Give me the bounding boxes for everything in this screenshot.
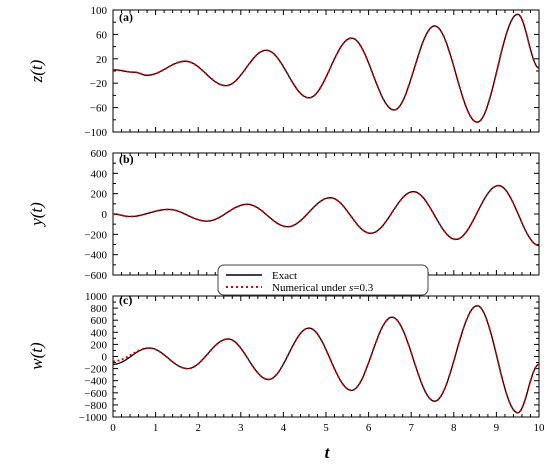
panel-b-tag: (b) <box>119 152 134 166</box>
panel-c-xtick-label: 0 <box>110 422 116 434</box>
legend-box <box>217 264 429 296</box>
panel-c-xtick-label: 4 <box>281 422 287 434</box>
panel-c-tag: (c) <box>119 293 132 307</box>
panel-c-ytick-label: −800 <box>84 400 107 412</box>
panel-a-exact-line <box>113 13 540 123</box>
legend-numerical-suffix: =0.3 <box>353 282 373 294</box>
panel-c-xtick-label: 3 <box>238 422 244 434</box>
panel-b-ytick-label: 200 <box>91 189 108 201</box>
panel-b-ylabel: y(t) <box>27 202 46 228</box>
panel-a-tag: (a) <box>119 10 133 24</box>
panel-b-frame <box>112 152 540 276</box>
panel-c-xtick-label: 9 <box>494 422 500 434</box>
panel-c-ytick-label: 600 <box>91 315 108 327</box>
panel-a-numerical-line <box>113 13 540 124</box>
panel-b: −600 −400 −200 0 200 400 600 <box>84 148 540 282</box>
panel-a-ytick-label: 60 <box>96 29 108 41</box>
panel-c-xtick-label: 2 <box>195 422 201 434</box>
panel-a-ylabel: z(t) <box>27 59 46 83</box>
panel-c-xtick-label: 10 <box>534 422 546 434</box>
panel-c-ytick-label: 800 <box>91 303 108 315</box>
panel-c-xtick-label: 6 <box>366 422 372 434</box>
panel-c-ytick-label: 200 <box>91 339 108 351</box>
panel-c-exact-line <box>112 305 540 414</box>
panel-c-ylabel: w(t) <box>27 342 46 370</box>
panel-b-ytick-label: 0 <box>102 209 108 221</box>
panel-c-frame <box>112 295 540 418</box>
panel-a-ytick-label: −60 <box>90 103 108 115</box>
panel-a: −100 −60 −20 20 60 100 <box>84 5 540 139</box>
panel-c-numerical-line <box>113 304 540 414</box>
legend-numerical-label: Numerical under s=0.3 <box>272 282 374 294</box>
legend-numerical-var: s <box>349 282 353 294</box>
panel-b-ytick-label: 400 <box>91 168 108 180</box>
panel-b-ytick-label: 600 <box>91 148 108 160</box>
panel-c-xtick-label: 1 <box>153 422 159 434</box>
panel-a-frame <box>112 9 540 133</box>
panel-b-exact-line <box>113 184 540 247</box>
panel-c-ytick-label: 0 <box>102 352 108 364</box>
panel-c-xtick-label: 5 <box>323 422 329 434</box>
panel-b-ytick-label: −400 <box>84 250 107 262</box>
legend: Exact Numerical under s=0.3 <box>217 264 429 296</box>
legend-exact-label: Exact <box>272 270 297 282</box>
panel-c-ytick-label: −600 <box>84 388 107 400</box>
panel-c-ytick-label: −400 <box>84 376 107 388</box>
panel-a-ytick-label: −20 <box>90 78 108 90</box>
panel-c-ytick-label: −200 <box>84 364 107 376</box>
panel-c-ytick-label: −1000 <box>79 412 108 424</box>
panel-c-xtick-label: 7 <box>408 422 414 434</box>
x-axis-label: t <box>325 443 331 462</box>
panel-c-xtick-label: 8 <box>451 422 457 434</box>
legend-numerical-prefix: Numerical under <box>272 282 349 294</box>
panel-a-ytick-label: 20 <box>96 54 108 66</box>
panel-c-ytick-label: 1000 <box>85 291 108 303</box>
panel-b-numerical-line <box>113 184 540 247</box>
panel-b-ytick-label: −200 <box>84 229 107 241</box>
panel-a-ytick-label: −100 <box>84 127 107 139</box>
panel-b-ytick-label: −600 <box>84 270 107 282</box>
panel-c-ytick-label: 400 <box>91 327 108 339</box>
panel-a-ytick-label: 100 <box>91 5 108 17</box>
